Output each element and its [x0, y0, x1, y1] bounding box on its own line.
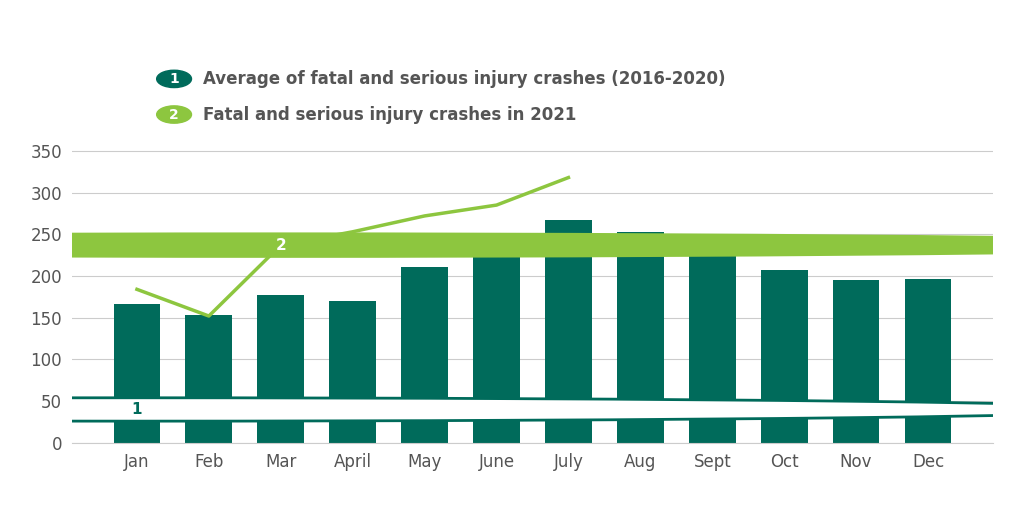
Bar — [833, 280, 880, 443]
Circle shape — [0, 398, 1024, 421]
Bar — [473, 256, 520, 443]
Text: 1: 1 — [169, 72, 179, 86]
Text: 2: 2 — [275, 238, 286, 252]
Bar — [617, 232, 664, 443]
Bar — [401, 267, 447, 443]
Bar — [761, 270, 808, 443]
Text: Average of fatal and serious injury crashes (2016-2020): Average of fatal and serious injury cras… — [203, 70, 725, 88]
Bar — [689, 250, 735, 443]
Circle shape — [0, 234, 1024, 257]
Bar — [185, 315, 232, 443]
Text: 2: 2 — [169, 107, 179, 122]
Bar — [545, 220, 592, 443]
Bar — [904, 279, 951, 443]
Bar — [330, 301, 376, 443]
Bar — [114, 303, 161, 443]
Text: Fatal and serious injury crashes in 2021: Fatal and serious injury crashes in 2021 — [203, 105, 577, 124]
Bar — [257, 295, 304, 443]
Text: 1: 1 — [132, 402, 142, 417]
